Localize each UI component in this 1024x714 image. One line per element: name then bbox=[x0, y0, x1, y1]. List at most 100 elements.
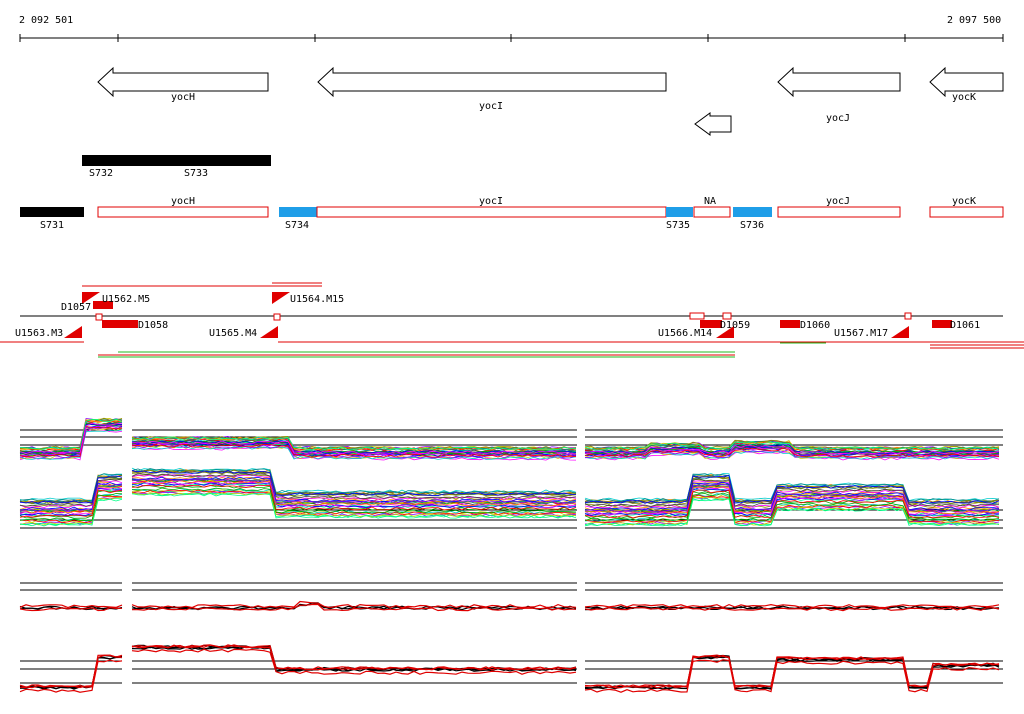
expression-line bbox=[131, 446, 577, 460]
promoter-flag-U1563[interactable] bbox=[64, 326, 82, 338]
segment-label: S732 bbox=[89, 168, 113, 179]
expression-line bbox=[584, 476, 1000, 505]
promoter-flag-U1566[interactable] bbox=[716, 326, 734, 338]
expression-line bbox=[19, 478, 123, 507]
expression-line bbox=[19, 654, 123, 689]
segment-label: S734 bbox=[285, 220, 309, 231]
feature-box-D1061[interactable] bbox=[932, 320, 952, 328]
expression-line bbox=[584, 493, 1000, 523]
expression-line bbox=[19, 418, 123, 450]
segment-label: S731 bbox=[40, 220, 64, 231]
expression-line bbox=[19, 479, 123, 509]
promoter-flag-U1564[interactable] bbox=[272, 292, 290, 304]
expression-line bbox=[19, 655, 123, 690]
expression-line bbox=[584, 478, 999, 508]
end-coordinate: 2 097 500 bbox=[947, 15, 1001, 26]
gene-label: yocK bbox=[952, 92, 976, 103]
promoter-flag-U1567[interactable] bbox=[891, 326, 909, 338]
segment-S734[interactable] bbox=[279, 207, 317, 217]
gene-arrow-yocK[interactable]: yocK bbox=[929, 66, 1004, 103]
feature-label: D1059 bbox=[720, 320, 750, 331]
expression-line bbox=[584, 489, 1000, 519]
expression-line bbox=[584, 606, 1000, 612]
segment-yocJ[interactable] bbox=[777, 206, 901, 218]
feature-box-D1059[interactable] bbox=[700, 320, 722, 328]
feature-label: U1564.M15 bbox=[290, 294, 344, 305]
expression-line bbox=[584, 473, 1000, 502]
gene-label: yocI bbox=[479, 101, 503, 112]
segment-bar-S732-S733[interactable] bbox=[82, 155, 271, 166]
expression-line bbox=[19, 493, 123, 522]
expression-line bbox=[584, 494, 1000, 524]
expression-line bbox=[584, 654, 1000, 689]
segment-S736[interactable] bbox=[733, 207, 772, 217]
expression-line bbox=[584, 448, 1000, 459]
expression-line bbox=[19, 494, 123, 524]
expression-line bbox=[131, 648, 577, 675]
gene-arrow-yocI[interactable]: yocI bbox=[317, 66, 667, 112]
expression-line bbox=[19, 659, 123, 693]
expression-line bbox=[131, 482, 577, 509]
expression-line bbox=[131, 478, 577, 504]
expression-line bbox=[131, 468, 577, 494]
expression-profile-panel bbox=[19, 417, 1003, 529]
expression-line bbox=[131, 470, 576, 496]
expression-line bbox=[584, 487, 1000, 516]
expression-line bbox=[19, 489, 123, 518]
segment-yocH[interactable] bbox=[97, 206, 269, 218]
segment-S731[interactable] bbox=[20, 207, 84, 217]
gene-arrow-yocJ[interactable]: yocJ bbox=[777, 66, 901, 124]
gene-label: yocJ bbox=[826, 113, 850, 124]
feature-box-D1060[interactable] bbox=[780, 320, 800, 328]
feature-track: D1057 U1562.M5 U1564.M15 U1563.M3 D1058 … bbox=[0, 282, 1024, 358]
expression-line bbox=[131, 603, 576, 612]
expression-line bbox=[584, 478, 1000, 508]
upper-segment-track: S732 S733 bbox=[82, 155, 271, 179]
gene-arrow-small[interactable] bbox=[694, 112, 732, 136]
promoter-flag-U1562[interactable] bbox=[82, 292, 100, 304]
expression-line bbox=[584, 444, 1000, 454]
expression-line bbox=[584, 497, 1000, 527]
expression-line bbox=[584, 441, 1000, 451]
segment-label: yocJ bbox=[826, 196, 850, 207]
expression-line bbox=[19, 486, 123, 515]
expression-line bbox=[131, 476, 577, 503]
segment-NA[interactable] bbox=[693, 206, 731, 218]
feature-box-D1057[interactable] bbox=[93, 301, 113, 309]
segment-yocI[interactable] bbox=[316, 206, 667, 218]
feature-label: U1566.M14 bbox=[658, 328, 712, 339]
segment-label: S736 bbox=[740, 220, 764, 231]
expression-line bbox=[131, 482, 577, 509]
expression-line bbox=[19, 607, 123, 612]
feature-label: U1567.M17 bbox=[834, 328, 888, 339]
expression-line bbox=[584, 474, 1000, 503]
feature-label: U1562.M5 bbox=[102, 294, 150, 305]
expression-line bbox=[19, 604, 123, 609]
segment-label: NA bbox=[704, 196, 716, 207]
expression-line bbox=[19, 422, 123, 454]
feature-label: U1563.M3 bbox=[15, 328, 63, 339]
feature-label: U1565.M4 bbox=[209, 328, 257, 339]
gene-arrow-yocH[interactable]: yocH bbox=[97, 66, 269, 103]
feature-label: D1060 bbox=[800, 320, 830, 331]
expression-line bbox=[131, 443, 577, 458]
expression-line bbox=[584, 446, 1000, 457]
expression-line bbox=[19, 482, 123, 511]
expression-line bbox=[584, 490, 1000, 519]
expression-line bbox=[19, 475, 123, 504]
expression-line bbox=[131, 440, 577, 455]
promoter-flag-U1565[interactable] bbox=[260, 326, 278, 338]
feature-box-D1058[interactable] bbox=[102, 320, 138, 328]
expression-line bbox=[584, 447, 1000, 458]
segment-label: yocH bbox=[171, 196, 195, 207]
expression-line bbox=[131, 600, 577, 609]
segment-label: S733 bbox=[184, 168, 208, 179]
expression-line bbox=[131, 473, 577, 499]
expression-line bbox=[584, 475, 1000, 504]
segment-label: yocK bbox=[952, 196, 976, 207]
segment-yocK[interactable] bbox=[929, 206, 1004, 218]
segment-S735[interactable] bbox=[666, 207, 693, 217]
feature-label: D1058 bbox=[138, 320, 168, 331]
expression-line bbox=[19, 417, 123, 450]
